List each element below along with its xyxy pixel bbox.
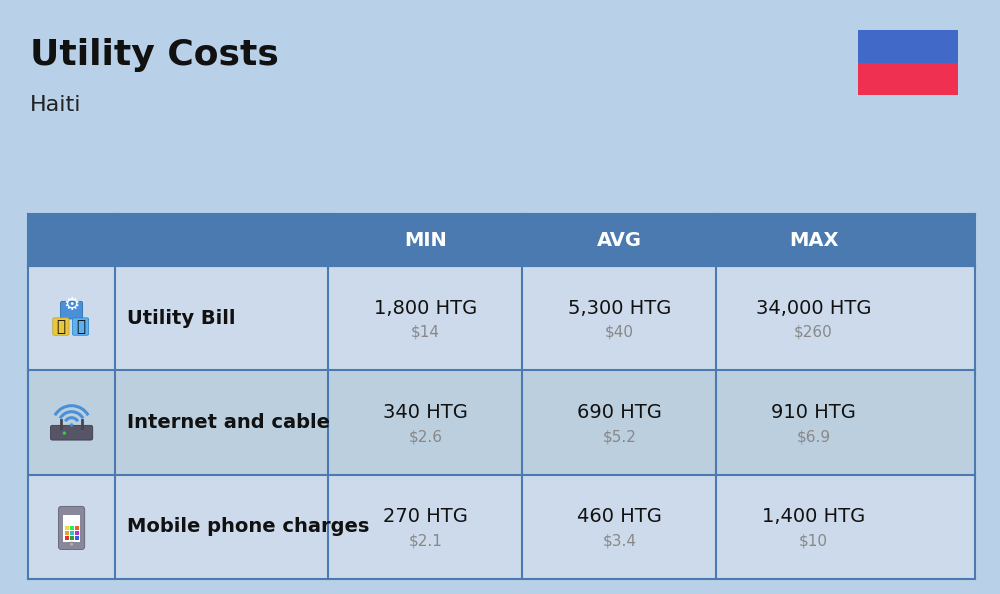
Text: $40: $40 xyxy=(605,325,634,340)
Bar xyxy=(75,536,79,540)
Bar xyxy=(28,214,975,266)
Text: 690 HTG: 690 HTG xyxy=(577,403,662,422)
Bar xyxy=(75,531,79,535)
Circle shape xyxy=(70,423,73,426)
Text: 460 HTG: 460 HTG xyxy=(577,507,662,526)
Text: 910 HTG: 910 HTG xyxy=(771,403,856,422)
Bar xyxy=(70,536,74,540)
FancyBboxPatch shape xyxy=(58,506,85,549)
Bar xyxy=(65,531,69,535)
Bar xyxy=(65,526,69,530)
Text: 🔌: 🔌 xyxy=(56,319,65,334)
Circle shape xyxy=(69,542,74,546)
Text: Utility Costs: Utility Costs xyxy=(30,38,279,72)
Bar xyxy=(65,536,69,540)
Text: 340 HTG: 340 HTG xyxy=(383,403,468,422)
Text: $2.1: $2.1 xyxy=(408,533,442,548)
Text: Haiti: Haiti xyxy=(30,95,82,115)
Text: MIN: MIN xyxy=(404,230,447,249)
FancyBboxPatch shape xyxy=(60,301,83,319)
Text: Utility Bill: Utility Bill xyxy=(127,309,236,328)
Text: Mobile phone charges: Mobile phone charges xyxy=(127,517,369,536)
Bar xyxy=(858,30,958,62)
Text: $6.9: $6.9 xyxy=(796,429,831,444)
Bar xyxy=(70,531,74,535)
FancyBboxPatch shape xyxy=(72,318,89,335)
Circle shape xyxy=(63,431,66,435)
Text: ⚙: ⚙ xyxy=(63,296,80,314)
Bar xyxy=(75,526,79,530)
Text: 5,300 HTG: 5,300 HTG xyxy=(568,299,671,318)
Text: $14: $14 xyxy=(411,325,440,340)
Text: Internet and cable: Internet and cable xyxy=(127,413,330,432)
Bar xyxy=(28,475,975,579)
Bar xyxy=(28,266,975,370)
Text: $260: $260 xyxy=(794,325,833,340)
Bar xyxy=(858,62,958,95)
Bar xyxy=(28,370,975,475)
Bar xyxy=(63,516,80,542)
Text: $10: $10 xyxy=(799,533,828,548)
FancyBboxPatch shape xyxy=(53,318,69,335)
Text: 1,800 HTG: 1,800 HTG xyxy=(374,299,477,318)
Text: $2.6: $2.6 xyxy=(408,429,442,444)
Text: $3.4: $3.4 xyxy=(602,533,636,548)
Text: 1,400 HTG: 1,400 HTG xyxy=(762,507,865,526)
Bar xyxy=(70,526,74,530)
Text: 270 HTG: 270 HTG xyxy=(383,507,468,526)
Text: 34,000 HTG: 34,000 HTG xyxy=(756,299,871,318)
Text: $5.2: $5.2 xyxy=(602,429,636,444)
Text: 💧: 💧 xyxy=(76,319,85,334)
Text: MAX: MAX xyxy=(789,230,838,249)
Text: AVG: AVG xyxy=(597,230,642,249)
FancyBboxPatch shape xyxy=(50,425,93,440)
